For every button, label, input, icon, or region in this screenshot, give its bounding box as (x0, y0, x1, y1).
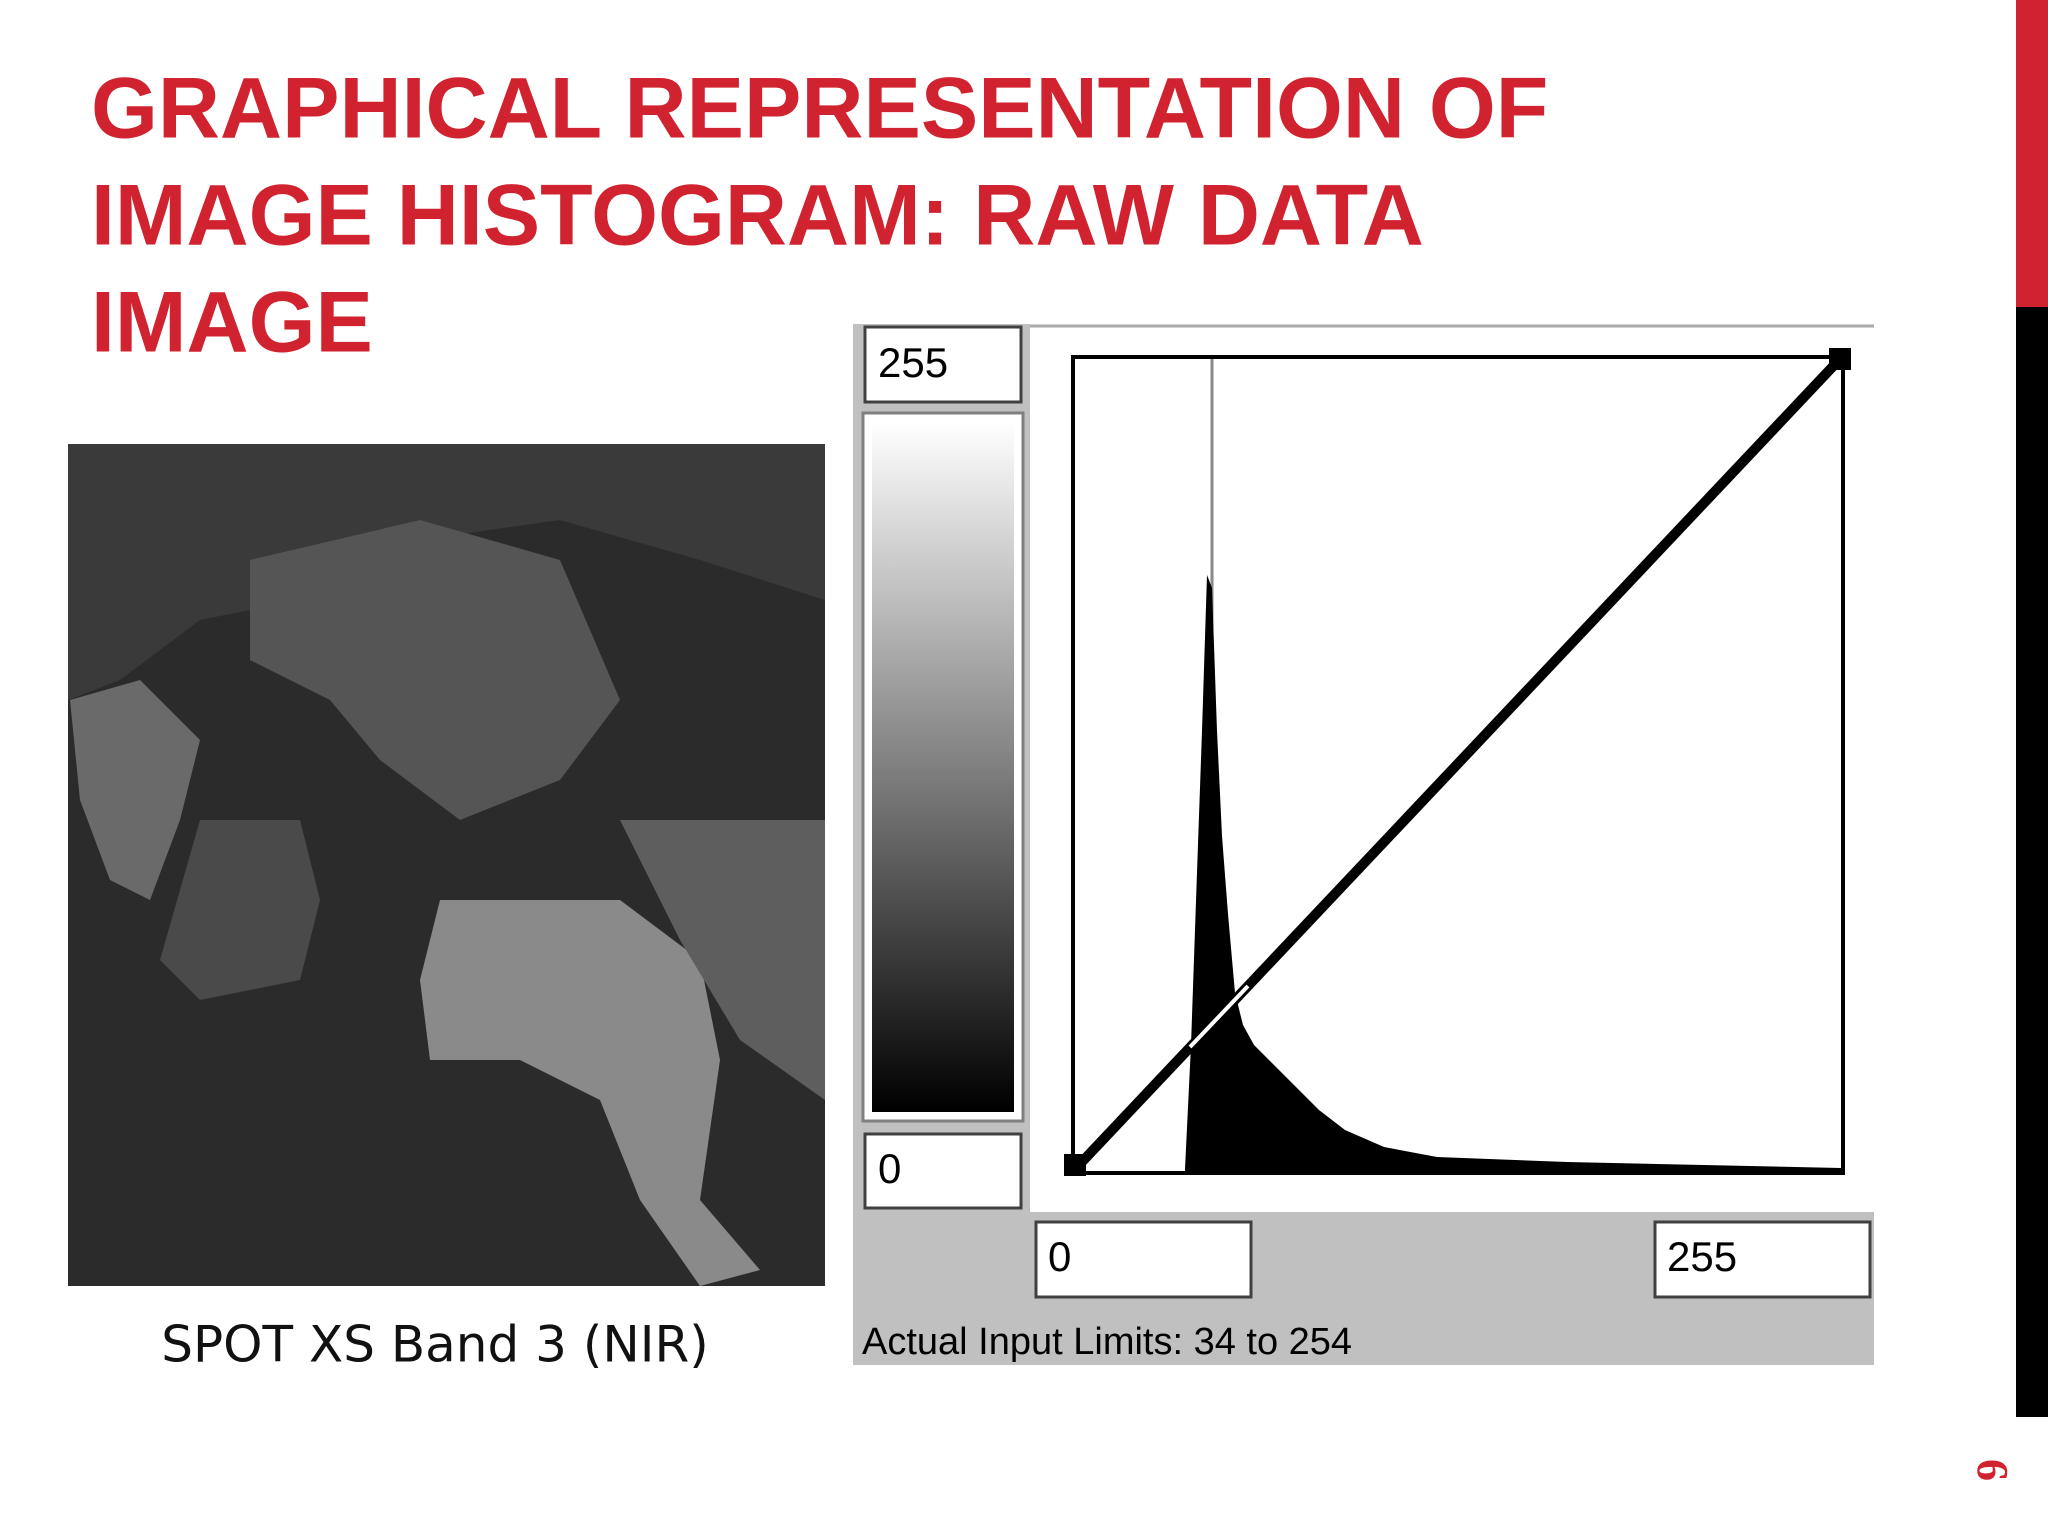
accent-bar-dark (2016, 307, 2048, 1417)
page-number: 6 (1968, 1459, 2017, 1481)
slide-title: IMAGE (91, 275, 373, 371)
input-max-field[interactable]: 255 (1667, 1233, 1737, 1280)
status-text: Actual Input Limits: 34 to 254 (862, 1321, 1352, 1363)
input-min-field[interactable]: 0 (1048, 1233, 1071, 1280)
slide-title: GRAPHICAL REPRESENTATION OF (91, 61, 1548, 157)
output-min-field[interactable]: 0 (878, 1145, 901, 1192)
image-caption: SPOT XS Band 3 (NIR) (161, 1316, 708, 1374)
histogram-panel: 255 0 0 255 Actual Input Limits: 34 to 2… (853, 324, 1874, 1365)
accent-bar (2016, 0, 2048, 307)
satellite-image (68, 444, 825, 1286)
slide-title: IMAGE HISTOGRAM: RAW DATA (91, 168, 1424, 264)
output-max-field[interactable]: 255 (878, 339, 948, 386)
